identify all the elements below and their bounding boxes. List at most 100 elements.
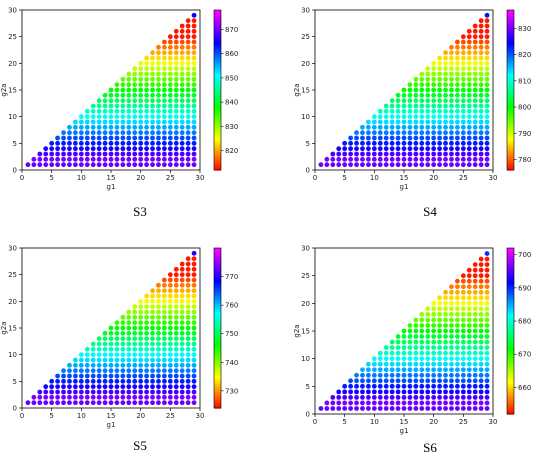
scatter-point	[144, 330, 150, 336]
scatter-point	[407, 400, 413, 406]
scatter-point	[78, 135, 84, 141]
scatter-point	[78, 373, 84, 379]
colorbar-frame	[213, 9, 222, 171]
scatter-point	[425, 378, 431, 384]
scatter-point	[156, 60, 161, 66]
scatter-point	[455, 76, 460, 82]
scatter-point	[191, 325, 197, 331]
colorbar-segment	[214, 384, 221, 388]
scatter-point	[395, 383, 401, 389]
scatter-point	[336, 146, 342, 152]
scatter-point	[413, 146, 419, 152]
scatter-point	[342, 151, 348, 157]
colorbar-segment	[507, 336, 514, 340]
scatter-point	[43, 400, 49, 406]
scatter-point	[407, 323, 413, 328]
scatter-point	[348, 151, 353, 157]
scatter-point	[162, 288, 167, 294]
colorbar-tick-label: 860	[225, 50, 238, 58]
scatter-point	[449, 66, 454, 72]
colorbar-tick-label: 780	[518, 156, 531, 164]
scatter-point	[443, 350, 448, 356]
scatter-point	[191, 304, 197, 310]
scatter-point	[138, 92, 144, 98]
scatter-point	[425, 98, 431, 104]
scatter-point	[156, 352, 161, 358]
colorbar-segment	[507, 159, 514, 163]
y-tick-label: 10	[301, 355, 310, 363]
scatter-point	[156, 357, 161, 363]
scatter-point	[167, 130, 173, 136]
scatter-point	[191, 341, 197, 347]
scatter-point	[132, 98, 138, 104]
colorbar-segment	[214, 92, 221, 96]
scatter-point	[383, 156, 389, 162]
scatter-point	[472, 273, 478, 279]
scatter-point	[407, 114, 413, 120]
scatter-point	[138, 151, 144, 157]
scatter-point	[67, 378, 72, 384]
scatter-point	[73, 130, 78, 136]
scatter-point	[389, 345, 395, 350]
scatter-point	[162, 103, 167, 109]
scatter-point	[431, 406, 437, 411]
scatter-point	[156, 373, 161, 379]
colorbar-tick-label: 830	[225, 123, 238, 131]
scatter-point	[425, 92, 431, 98]
colorbar-segment	[507, 10, 514, 14]
scatter-point	[419, 124, 425, 130]
colorbar-segment	[507, 383, 514, 387]
scatter-point	[466, 267, 472, 273]
scatter-point	[478, 130, 484, 136]
scatter-point	[472, 146, 478, 152]
scatter-point	[132, 151, 138, 157]
scatter-point	[484, 400, 490, 406]
scatter-point	[150, 341, 155, 347]
scatter-point	[120, 384, 126, 390]
scatter-point	[78, 114, 84, 120]
scatter-point	[156, 346, 161, 352]
scatter-point	[366, 378, 371, 384]
scatter-point	[37, 389, 43, 395]
scatter-point	[179, 352, 185, 358]
scatter-point	[478, 156, 484, 162]
colorbar-segment	[507, 138, 514, 142]
scatter-point	[460, 108, 466, 114]
scatter-point	[478, 76, 484, 82]
scatter-point	[455, 300, 460, 306]
scatter-point	[466, 87, 472, 93]
scatter-point	[185, 378, 191, 384]
scatter-point	[173, 82, 179, 88]
scatter-point	[84, 400, 90, 406]
scatter-point	[173, 293, 179, 299]
colorbar-segment	[507, 405, 514, 410]
scatter-point	[114, 82, 120, 88]
scatter-point	[413, 323, 419, 328]
scatter-point	[167, 156, 173, 162]
scatter-point	[144, 357, 150, 363]
scatter-point	[472, 114, 478, 120]
scatter-point	[150, 66, 155, 72]
scatter-point	[144, 71, 150, 77]
scatter-point	[179, 272, 185, 278]
scatter-point	[437, 345, 442, 350]
scatter-point	[443, 50, 448, 56]
scatter-point	[455, 44, 460, 50]
colorbar-segment	[507, 300, 514, 304]
scatter-point	[389, 135, 395, 141]
scatter-point	[191, 71, 197, 77]
scatter-point	[162, 298, 167, 304]
scatter-point	[455, 345, 460, 350]
colorbar-segment	[214, 280, 221, 284]
scatter-point	[419, 130, 425, 136]
scatter-point	[449, 395, 454, 400]
scatter-point	[413, 156, 419, 162]
scatter-point	[478, 50, 484, 56]
scatter-point	[466, 300, 472, 306]
scatter-point	[138, 368, 144, 374]
scatter-point	[455, 339, 460, 345]
scatter-point	[144, 362, 150, 368]
scatter-point	[55, 156, 60, 162]
colorbar-segment	[214, 130, 221, 134]
scatter-point	[156, 119, 161, 125]
